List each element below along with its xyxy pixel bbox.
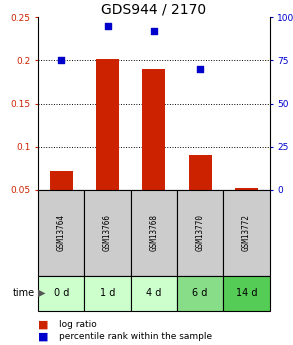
Text: ■: ■ xyxy=(38,319,49,329)
Bar xyxy=(38,190,84,276)
Bar xyxy=(84,190,131,276)
Bar xyxy=(50,171,73,190)
Point xyxy=(151,28,156,34)
Point xyxy=(198,66,202,72)
Bar xyxy=(223,276,270,310)
Text: GSM13772: GSM13772 xyxy=(242,214,251,252)
Text: percentile rank within the sample: percentile rank within the sample xyxy=(59,332,212,341)
Text: GSM13768: GSM13768 xyxy=(149,214,158,252)
Bar xyxy=(38,276,84,310)
Text: time: time xyxy=(13,288,35,298)
Title: GDS944 / 2170: GDS944 / 2170 xyxy=(101,2,206,16)
Bar xyxy=(177,276,223,310)
Bar xyxy=(131,190,177,276)
Text: GSM13766: GSM13766 xyxy=(103,214,112,252)
Bar xyxy=(189,155,212,190)
Text: GSM13764: GSM13764 xyxy=(57,214,66,252)
Bar xyxy=(96,59,119,190)
Point xyxy=(105,23,110,29)
Text: 6 d: 6 d xyxy=(193,288,208,298)
Bar xyxy=(177,190,223,276)
Text: 14 d: 14 d xyxy=(236,288,257,298)
Point xyxy=(59,58,64,63)
Bar xyxy=(235,188,258,190)
Text: GSM13770: GSM13770 xyxy=(196,214,205,252)
Bar xyxy=(142,69,165,190)
Text: 0 d: 0 d xyxy=(54,288,69,298)
Text: 4 d: 4 d xyxy=(146,288,161,298)
Bar xyxy=(223,190,270,276)
Bar xyxy=(84,276,131,310)
Text: 1 d: 1 d xyxy=(100,288,115,298)
Text: ■: ■ xyxy=(38,332,49,341)
Bar xyxy=(131,276,177,310)
Text: log ratio: log ratio xyxy=(59,320,96,329)
Text: ▶: ▶ xyxy=(38,288,45,298)
